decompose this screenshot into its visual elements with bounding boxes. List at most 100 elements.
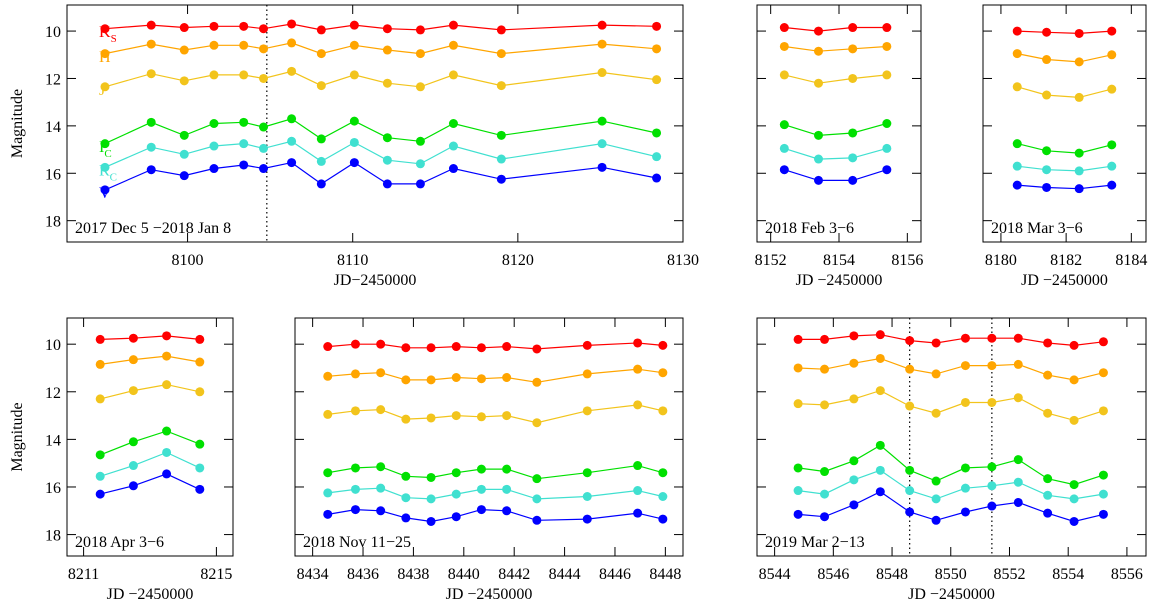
data-point: [1012, 82, 1022, 92]
data-point: [848, 153, 858, 163]
data-point: [287, 136, 297, 146]
legend-name: J: [99, 82, 105, 99]
data-point: [1043, 338, 1053, 348]
data-point: [875, 465, 885, 475]
data-point: [415, 179, 425, 189]
data-point: [848, 128, 858, 138]
data-point: [382, 78, 392, 88]
x-axis-title: JD −2450000: [107, 586, 194, 603]
plot-frame: [66, 317, 234, 557]
data-point: [100, 162, 110, 172]
x-tick-label: 8184: [1115, 252, 1147, 269]
data-point: [287, 19, 297, 29]
x-tick-label: 8436: [347, 566, 379, 583]
data-point: [128, 355, 138, 365]
data-point: [820, 512, 830, 522]
data-point: [652, 44, 662, 54]
data-point: [882, 119, 892, 128]
data-point: [415, 82, 425, 92]
data-point: [658, 514, 668, 524]
data-point: [633, 400, 643, 410]
data-point: [239, 40, 249, 50]
data-point: [415, 136, 425, 146]
data-point: [931, 515, 941, 525]
data-point: [162, 469, 172, 479]
data-point: [1107, 50, 1117, 60]
series-line: [798, 389, 1104, 421]
data-point: [905, 507, 915, 517]
data-point: [905, 336, 915, 346]
series-line: [100, 473, 201, 495]
data-point: [209, 40, 219, 50]
data-point: [905, 465, 915, 475]
data-point: [350, 463, 360, 473]
legend-label: RC: [99, 163, 117, 184]
x-tick-label: 8156: [891, 252, 923, 269]
panel-annotation: 2018 Feb 3−6: [765, 220, 854, 237]
plot-frame: [66, 4, 684, 243]
data-point: [814, 46, 823, 56]
data-point: [259, 73, 269, 83]
data-point: [349, 137, 359, 147]
data-point: [633, 508, 643, 518]
data-point: [502, 506, 512, 516]
data-point: [652, 152, 662, 162]
data-point: [882, 143, 892, 153]
data-point: [162, 426, 172, 436]
data-point: [426, 343, 436, 353]
x-tick-label: 8120: [502, 252, 534, 269]
data-point: [1043, 508, 1053, 518]
data-point: [820, 489, 830, 499]
data-point: [597, 20, 607, 30]
series-line: [100, 355, 200, 365]
data-point: [652, 128, 662, 138]
data-point: [882, 70, 892, 80]
data-point: [1069, 516, 1079, 526]
data-point: [1042, 165, 1052, 175]
series-line: [798, 357, 1104, 381]
data-point: [1074, 184, 1084, 194]
data-point: [814, 130, 823, 140]
data-point: [316, 179, 326, 189]
data-point: [1069, 494, 1079, 504]
data-point: [1043, 370, 1053, 380]
x-axis-title: JD −2450000: [908, 586, 995, 603]
data-point: [1098, 337, 1108, 347]
plot-frame: [982, 4, 1147, 243]
data-point: [905, 401, 915, 411]
data-point: [793, 399, 803, 409]
data-point: [1042, 182, 1052, 192]
x-tick-label: 8442: [498, 566, 530, 583]
data-point: [476, 464, 486, 474]
data-point: [652, 21, 662, 31]
data-point: [323, 409, 333, 419]
legend-subscript: S: [111, 33, 117, 45]
data-point: [239, 160, 249, 170]
panel-annotation: 2018 Mar 3−6: [991, 220, 1083, 237]
data-point: [779, 165, 789, 175]
data-point: [179, 130, 189, 140]
data-point: [1074, 166, 1084, 176]
data-point: [259, 122, 269, 132]
data-point: [987, 333, 997, 343]
data-point: [209, 21, 219, 31]
data-point: [448, 20, 458, 30]
data-point: [349, 70, 359, 80]
x-tick-label: 8440: [448, 566, 480, 583]
data-point: [931, 338, 941, 348]
data-point: [1013, 497, 1023, 507]
data-point: [597, 162, 607, 172]
x-tick-label: 8100: [172, 252, 204, 269]
data-point: [448, 164, 458, 174]
data-point: [1012, 26, 1022, 36]
data-point: [451, 373, 461, 382]
data-point: [323, 488, 333, 498]
data-point: [582, 514, 592, 524]
data-point: [426, 472, 436, 482]
data-point: [633, 338, 643, 348]
data-point: [100, 49, 110, 59]
data-point: [502, 464, 512, 474]
data-point: [532, 377, 542, 387]
panel-annotation: 2018 Apr 3−6: [75, 534, 164, 551]
data-point: [1013, 393, 1023, 403]
